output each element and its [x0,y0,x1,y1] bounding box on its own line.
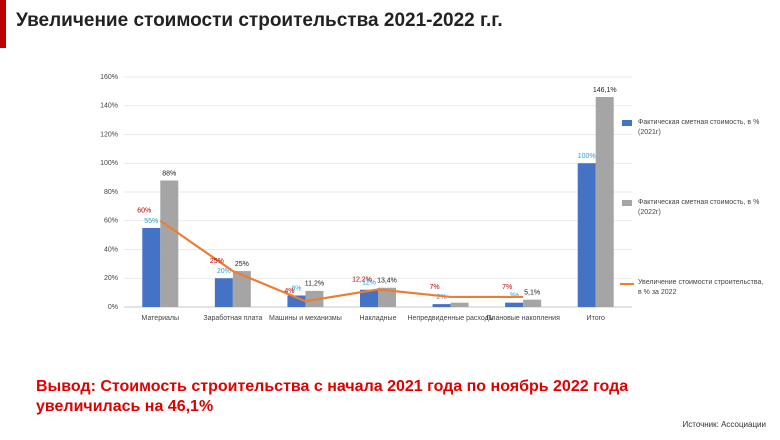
bar [142,227,161,307]
data-label: 12,2% [352,276,372,283]
x-tick-label: Материалы [142,315,179,322]
bar [232,271,251,307]
data-label: 12% [362,280,376,287]
bar [577,163,596,307]
y-tick-label: 120% [100,131,118,138]
data-label: 100% [578,153,596,160]
legend-label: Фактическая сметная стоимость, в % (2021… [638,119,760,136]
bar [432,304,451,307]
slide-title: Увеличение стоимости строительства 2021-… [16,10,503,31]
bar [287,295,306,307]
bar [595,96,614,307]
data-label: 13,4% [377,278,397,285]
data-label: 20% [217,268,231,275]
data-label: 2% [437,294,447,301]
x-tick-label: Итого [587,315,605,322]
x-tick-label: Машины и механизмы [269,315,342,322]
bar [360,289,378,307]
data-label: 55% [144,218,158,225]
bar [160,180,179,307]
legend-marker [622,120,632,126]
y-tick-label: 80% [104,189,118,196]
conclusion: Вывод: Стоимость строительства с начала … [36,378,629,415]
bar [378,287,396,307]
source: Источник: Ассоциации [682,420,767,429]
accent-stripe [0,0,6,48]
line [159,219,524,303]
legend-label: Фактическая сметная стоимость, в % (2022… [638,199,760,216]
x-tick-label: Плановые накопления [486,315,560,322]
x-tick-label: Накладные [360,315,397,322]
bar [505,302,524,307]
data-label: 25% [235,261,249,268]
data-label: 25% [210,258,224,265]
x-tick-label: Непредвиденные расходы [407,315,493,322]
data-label: 7% [502,284,512,291]
data-label: 60% [137,208,151,215]
data-label: 5,1% [524,290,540,297]
legend-label: Увеличение стоимости строительства, в % … [638,279,764,296]
y-tick-label: 60% [104,218,118,225]
bar [214,278,233,307]
bar [523,299,542,307]
data-label: 146,1% [593,87,617,94]
y-tick-label: 20% [104,275,118,282]
data-label: 11,2% [305,281,324,288]
bar [450,302,469,307]
y-tick-label: 140% [100,103,118,110]
data-label: 7% [430,284,440,291]
data-label: 4% [284,288,294,295]
y-tick-label: 0% [108,304,118,311]
y-tick-label: 160% [100,74,118,81]
data-label: 88% [162,170,176,177]
data-label: 8% [291,285,301,292]
y-tick-label: 100% [100,160,118,167]
legend-marker [622,200,632,206]
x-tick-label: Заработная плата [203,314,262,322]
y-tick-label: 40% [104,246,118,253]
